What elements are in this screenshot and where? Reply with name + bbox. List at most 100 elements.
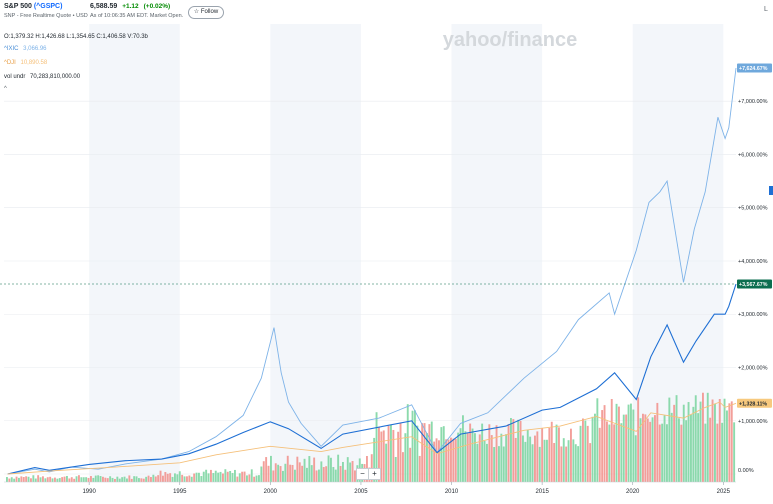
market-status: As of 10:06:35 AM EDT. Market Open. bbox=[90, 13, 184, 19]
volume-bar bbox=[282, 470, 284, 482]
volume-bar bbox=[174, 473, 176, 482]
volume-bar bbox=[505, 434, 508, 482]
volume-bar bbox=[584, 420, 587, 482]
y-tick-label: +7,000.00% bbox=[738, 99, 768, 105]
volume-bar bbox=[438, 440, 440, 482]
volume-bar bbox=[558, 427, 560, 482]
volume-bar bbox=[106, 478, 109, 482]
volume-bar bbox=[632, 409, 635, 482]
volume-bar bbox=[253, 476, 256, 482]
volume-bar bbox=[534, 435, 536, 482]
volume-bar bbox=[531, 444, 534, 482]
volume-bar bbox=[104, 477, 107, 482]
x-tick-label: 2020 bbox=[626, 489, 640, 495]
volume-bar bbox=[685, 420, 688, 482]
quote-header: S&P 500 (^GSPC) SNP - Free Realtime Quot… bbox=[0, 0, 773, 24]
volume-bar bbox=[488, 424, 491, 482]
volume-bar bbox=[82, 477, 85, 482]
volume-bar bbox=[176, 474, 179, 482]
volume-bar bbox=[555, 424, 558, 482]
legend-dji-value: 10,890.58 bbox=[20, 60, 48, 66]
volume-bar bbox=[673, 404, 676, 482]
volume-bar bbox=[726, 410, 728, 482]
volume-bar bbox=[709, 417, 712, 482]
axis-handle bbox=[769, 186, 773, 195]
volume-bar bbox=[109, 476, 112, 482]
symbol-ticker[interactable]: (^GSPC) bbox=[33, 3, 63, 10]
follow-button[interactable]: ☆ Follow bbox=[188, 6, 224, 19]
volume-bar bbox=[668, 397, 671, 482]
volume-bar bbox=[406, 404, 409, 482]
volume-bar bbox=[642, 413, 644, 482]
volume-bar bbox=[147, 475, 150, 482]
volume-bar bbox=[637, 397, 640, 482]
volume-bar bbox=[99, 476, 102, 482]
volume-bar bbox=[241, 471, 244, 482]
volume-bar bbox=[574, 444, 577, 482]
volume-bar bbox=[409, 447, 412, 482]
volume-bar bbox=[663, 415, 666, 482]
volume-bar bbox=[375, 412, 378, 482]
volume-bar bbox=[651, 417, 654, 482]
volume-bar bbox=[49, 476, 52, 482]
x-tick-label: 2025 bbox=[717, 489, 731, 495]
volume-bar bbox=[308, 456, 311, 482]
volume-bar bbox=[214, 470, 217, 482]
volume-bar bbox=[73, 478, 76, 482]
volume-bar bbox=[733, 422, 736, 482]
volume-bar bbox=[565, 446, 568, 482]
volume-bar bbox=[39, 477, 42, 482]
volume-bar bbox=[13, 478, 16, 482]
volume-bar bbox=[85, 477, 88, 482]
volume-bar bbox=[402, 452, 404, 482]
volume-bar bbox=[464, 431, 467, 482]
volume-bar bbox=[397, 431, 400, 482]
year-band-1 bbox=[270, 24, 361, 482]
volume-bar bbox=[613, 424, 616, 482]
volume-bar bbox=[481, 423, 484, 482]
volume-bar bbox=[577, 446, 580, 482]
volume-bar bbox=[332, 467, 335, 482]
volume-bar bbox=[538, 446, 541, 482]
watermark-logo: yahoo/finance bbox=[443, 29, 577, 51]
zoom-in-button[interactable]: + bbox=[368, 468, 381, 480]
volume-bar bbox=[476, 443, 479, 482]
volume-bar bbox=[678, 418, 680, 482]
volume-bar bbox=[675, 395, 678, 482]
volume-bar bbox=[661, 423, 664, 482]
volume-bar bbox=[116, 476, 119, 482]
volume-bar bbox=[61, 477, 64, 482]
volume-bar bbox=[610, 399, 613, 482]
volume-bar bbox=[231, 472, 234, 482]
volume-bar bbox=[171, 476, 174, 482]
legend-ixic[interactable]: ^IXIC 3,066.96 bbox=[4, 46, 47, 52]
volume-bar bbox=[248, 474, 251, 482]
volume-bar bbox=[243, 471, 246, 482]
volume-bar bbox=[181, 474, 184, 482]
volume-bar bbox=[594, 413, 596, 482]
volume-bar bbox=[205, 469, 208, 482]
ohlc-readout: O:1,379.32 H:1,426.68 L:1,354.65 C:1,406… bbox=[4, 34, 148, 40]
volume-bar bbox=[541, 428, 544, 482]
volume-bar bbox=[435, 438, 438, 482]
end-label-ixic: +7,624.67% bbox=[737, 63, 772, 73]
volume-bar bbox=[433, 441, 436, 482]
volume-bar bbox=[15, 476, 18, 482]
legend-dji[interactable]: ^DJI 10,890.58 bbox=[4, 60, 47, 66]
volume-bar bbox=[37, 475, 40, 482]
volume-bar bbox=[601, 410, 604, 482]
volume-bar bbox=[394, 456, 397, 482]
volume-bar bbox=[58, 478, 61, 482]
volume-bar bbox=[618, 406, 620, 482]
volume-bar bbox=[457, 432, 460, 482]
volume-bar bbox=[92, 477, 95, 482]
volume-bar bbox=[234, 469, 236, 482]
volume-bar bbox=[164, 472, 167, 482]
volume-bar bbox=[277, 464, 280, 482]
legend-collapse-button[interactable]: ^ bbox=[4, 86, 7, 92]
x-tick-label: 2015 bbox=[535, 489, 549, 495]
volume-bar bbox=[711, 399, 714, 482]
volume-bar bbox=[330, 457, 332, 482]
volume-bar bbox=[130, 478, 133, 482]
